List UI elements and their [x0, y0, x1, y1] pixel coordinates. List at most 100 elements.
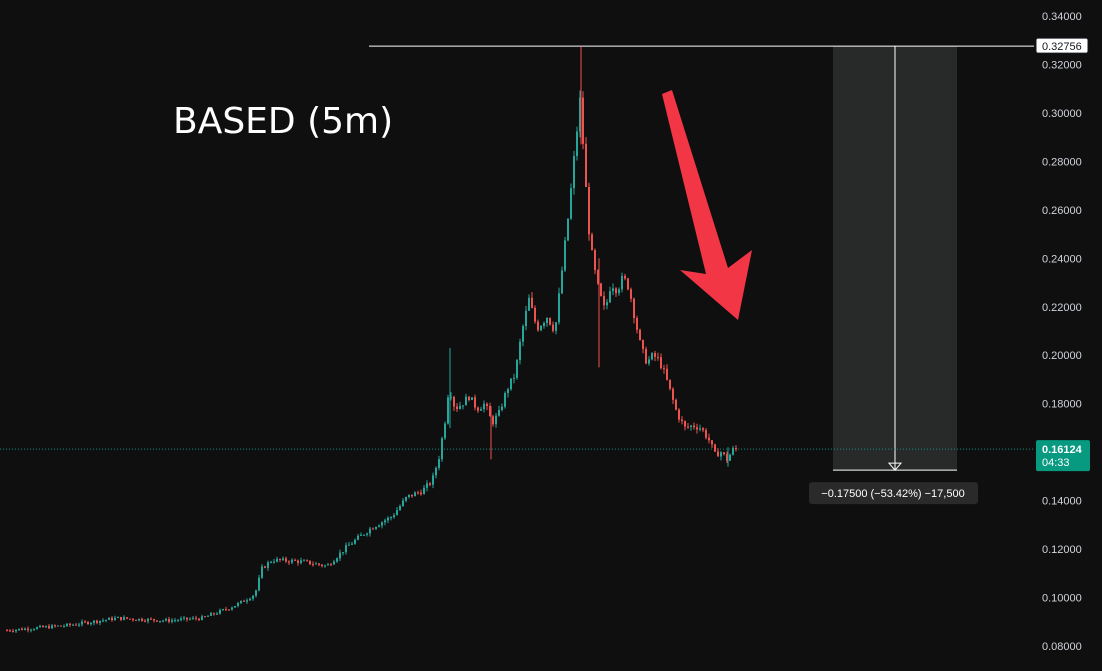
- candle-body: [120, 616, 122, 620]
- measure-tool[interactable]: [833, 46, 957, 471]
- candle-body: [96, 620, 98, 623]
- candle-body: [576, 131, 578, 157]
- candle-body: [81, 621, 83, 625]
- candle-body: [72, 624, 74, 626]
- candle-body: [546, 317, 548, 324]
- candle-body: [330, 564, 332, 566]
- candle-body: [528, 297, 530, 311]
- candle-body: [693, 425, 695, 428]
- candle-body: [456, 406, 458, 410]
- candle-body: [534, 307, 536, 322]
- candle-body: [690, 425, 692, 427]
- candle-body: [207, 615, 209, 617]
- price-axis[interactable]: 0.080000.100000.120000.140000.160000.180…: [1042, 11, 1082, 653]
- candle-body: [708, 437, 710, 441]
- candle-body: [471, 397, 473, 401]
- candle-body: [342, 552, 344, 554]
- candle-body: [111, 617, 113, 621]
- high-price-badge-box: [1035, 37, 1089, 54]
- down-arrow-annotation-icon: [662, 90, 752, 320]
- candle-body: [174, 620, 176, 622]
- candle-body: [420, 492, 422, 495]
- candle-body: [273, 561, 275, 563]
- candle-body: [723, 452, 725, 455]
- candle-body: [144, 620, 146, 622]
- candle-body: [627, 278, 629, 290]
- candle-body: [165, 619, 167, 621]
- candle-body: [249, 598, 251, 601]
- candle-body: [360, 534, 362, 536]
- candle-body: [270, 561, 272, 563]
- candle-body: [327, 564, 329, 566]
- candle-body: [393, 515, 395, 518]
- candle-body: [285, 558, 287, 562]
- candle-body: [675, 399, 677, 410]
- candle-body: [588, 187, 590, 235]
- candle-body: [93, 620, 95, 623]
- current-price-badge-box: [1036, 440, 1090, 472]
- candle-body: [216, 613, 218, 615]
- y-tick-label: 0.10000: [1042, 593, 1082, 605]
- candle-body: [99, 620, 101, 623]
- candle-body: [240, 600, 242, 604]
- candle-body: [720, 452, 722, 457]
- candle-body: [651, 353, 653, 360]
- candle-body: [726, 454, 728, 461]
- candle-body: [711, 440, 713, 445]
- candle-body: [147, 618, 149, 622]
- candle-body: [618, 289, 620, 294]
- candle-body: [408, 494, 410, 497]
- candle-body: [549, 317, 551, 325]
- candle-body: [171, 620, 173, 622]
- candle-body: [660, 357, 662, 369]
- candle-body: [432, 475, 434, 485]
- candle-body: [426, 483, 428, 488]
- candle-body: [477, 407, 479, 411]
- y-tick-label: 0.26000: [1042, 205, 1082, 217]
- candle-body: [507, 389, 509, 393]
- candle-body: [201, 616, 203, 621]
- candle-body: [594, 250, 596, 271]
- current-price-badge: 0.16124 04:33: [1036, 440, 1090, 472]
- candle-body: [480, 409, 482, 411]
- candle-body: [213, 613, 215, 615]
- candle-body: [27, 628, 29, 631]
- candle-body: [276, 558, 278, 562]
- candle-body: [516, 360, 518, 378]
- candle-body: [186, 617, 188, 620]
- candle-body: [351, 543, 353, 545]
- candle-body: [156, 620, 158, 622]
- candle-body: [462, 405, 464, 407]
- candle-body: [291, 559, 293, 563]
- candle-body: [225, 609, 227, 611]
- high-price-badge: 0.32756: [1035, 37, 1089, 54]
- candle-body: [669, 379, 671, 389]
- candle-body: [12, 630, 14, 632]
- y-tick-label: 0.08000: [1042, 641, 1082, 653]
- candle-body: [579, 97, 581, 132]
- candle-body: [504, 392, 506, 407]
- candle-body: [384, 520, 386, 523]
- candle-body: [69, 623, 71, 625]
- candle-body: [354, 539, 356, 544]
- candle-body: [294, 559, 296, 561]
- candle-body: [66, 623, 68, 626]
- candle-body: [678, 409, 680, 420]
- candle-body: [501, 406, 503, 411]
- candles-series[interactable]: [6, 46, 737, 634]
- measure-result-box: [809, 482, 978, 505]
- candle-body: [210, 613, 212, 616]
- candle-body: [441, 438, 443, 460]
- candle-body: [150, 618, 152, 620]
- candle-body: [135, 619, 137, 621]
- candle-body: [159, 620, 161, 622]
- candle-body: [267, 562, 269, 568]
- candle-body: [192, 617, 194, 619]
- candle-body: [258, 577, 260, 591]
- candle-body: [168, 619, 170, 622]
- candle-body: [348, 544, 350, 546]
- candle-body: [519, 341, 521, 361]
- candle-body: [597, 270, 599, 284]
- candle-body: [438, 459, 440, 468]
